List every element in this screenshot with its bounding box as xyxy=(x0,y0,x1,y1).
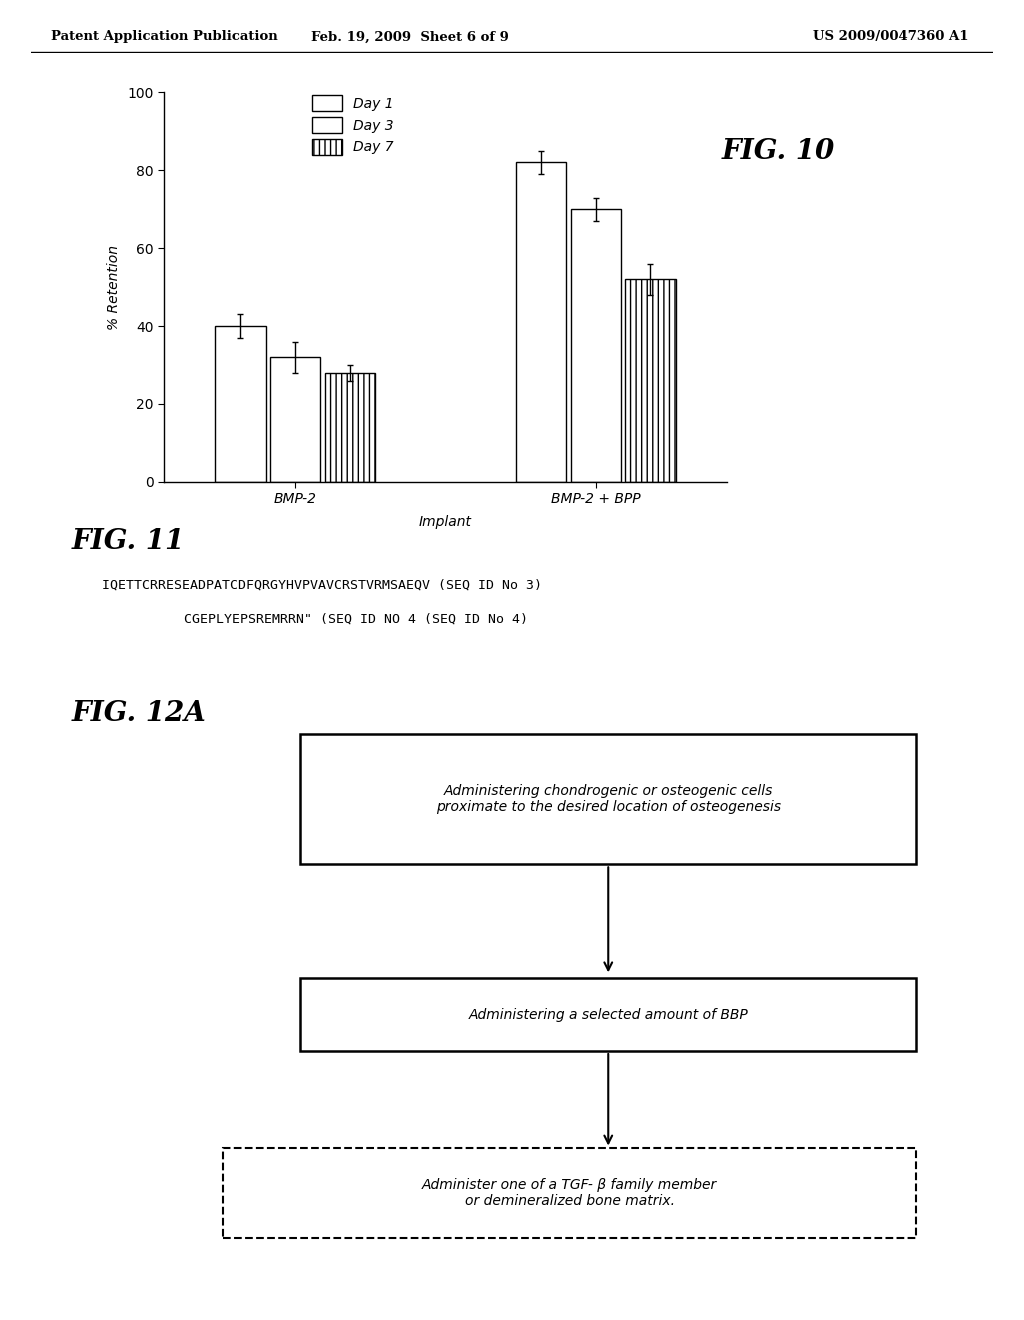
X-axis label: Implant: Implant xyxy=(419,515,472,528)
Text: CGEPLYEPSREMRRN" (SEQ ID NO 4 (SEQ ID No 4): CGEPLYEPSREMRRN" (SEQ ID NO 4 (SEQ ID No… xyxy=(184,612,528,626)
Text: US 2009/0047360 A1: US 2009/0047360 A1 xyxy=(813,30,969,44)
Text: Patent Application Publication: Patent Application Publication xyxy=(51,30,278,44)
Bar xyxy=(215,326,265,482)
Bar xyxy=(516,162,566,482)
Text: Administer one of a TGF- β family member
or demineralized bone matrix.: Administer one of a TGF- β family member… xyxy=(422,1177,718,1208)
Text: Administering chondrogenic or osteogenic cells
proximate to the desired location: Administering chondrogenic or osteogenic… xyxy=(435,784,781,814)
Y-axis label: % Retention: % Retention xyxy=(108,244,122,330)
Bar xyxy=(626,280,676,482)
Bar xyxy=(325,372,375,482)
Text: FIG. 10: FIG. 10 xyxy=(722,139,835,165)
Bar xyxy=(270,358,321,482)
Text: FIG. 11: FIG. 11 xyxy=(72,528,185,554)
Text: Administering a selected amount of BBP: Administering a selected amount of BBP xyxy=(468,1007,749,1022)
Text: IQETTCRRESEADPATCDFQRGYHVPVAVCRSTVRMSAEQV (SEQ ID No 3): IQETTCRRESEADPATCDFQRGYHVPVAVCRSTVRMSAEQ… xyxy=(102,578,543,591)
Bar xyxy=(570,209,621,482)
Legend: Day 1, Day 3, Day 7: Day 1, Day 3, Day 7 xyxy=(311,95,394,154)
Text: FIG. 12A: FIG. 12A xyxy=(72,700,207,726)
Text: Feb. 19, 2009  Sheet 6 of 9: Feb. 19, 2009 Sheet 6 of 9 xyxy=(310,30,509,44)
FancyBboxPatch shape xyxy=(300,978,916,1051)
FancyBboxPatch shape xyxy=(300,734,916,865)
FancyBboxPatch shape xyxy=(223,1148,916,1238)
